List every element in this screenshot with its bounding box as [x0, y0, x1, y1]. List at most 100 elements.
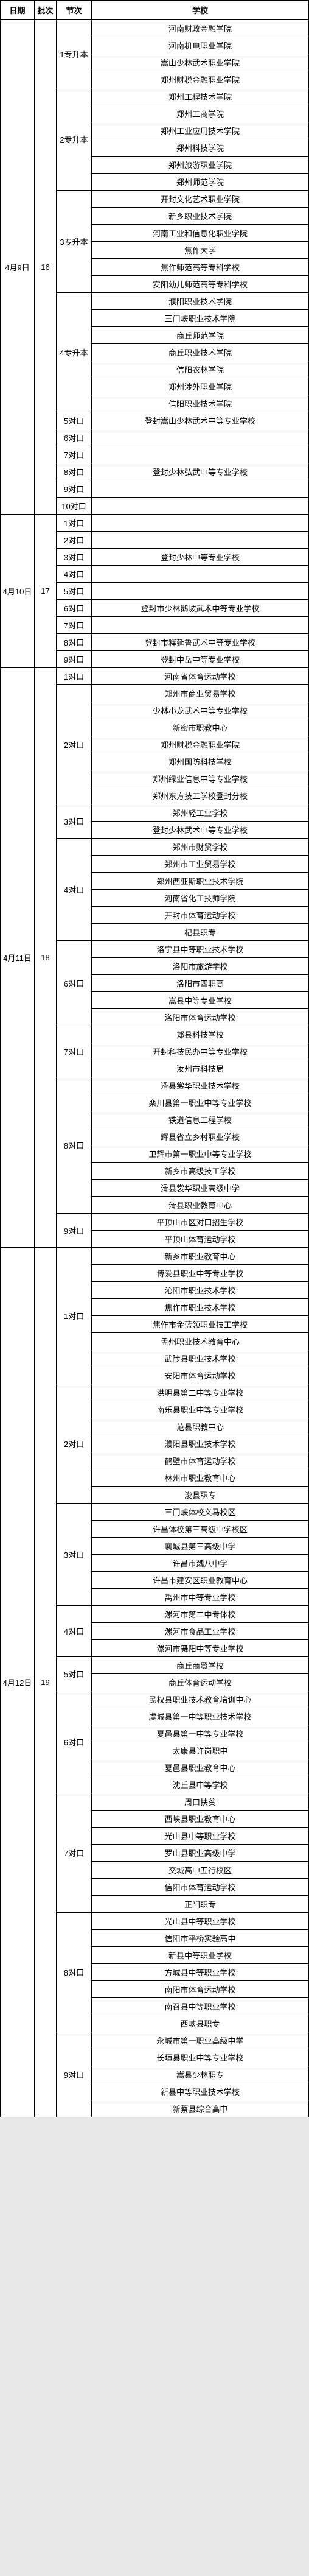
cell-school: 商丘职业技术学院 [92, 344, 309, 361]
cell-school: 平顶山体育运动学校 [92, 1231, 309, 1248]
cell-school [92, 583, 309, 600]
cell-session: 8对口 [57, 463, 92, 480]
cell-session: 8对口 [57, 1913, 92, 2032]
cell-school: 郑州工业应用技术学院 [92, 122, 309, 139]
cell-session: 7对口 [57, 1026, 92, 1077]
cell-session: 7对口 [57, 1793, 92, 1913]
cell-school: 登封少林弘武中等专业学校 [92, 463, 309, 480]
cell-session: 2对口 [57, 685, 92, 804]
cell-school: 郑州科技学院 [92, 139, 309, 157]
cell-school: 永城市第一职业高级中学 [92, 2032, 309, 2049]
cell-school: 周口扶贫 [92, 1793, 309, 1811]
cell-school: 浚县职专 [92, 1487, 309, 1504]
cell-school: 信阳市体育运动学校 [92, 1879, 309, 1896]
cell-session: 5对口 [57, 412, 92, 429]
cell-school: 郑州工程技术学院 [92, 88, 309, 105]
cell-session: 7对口 [57, 446, 92, 463]
cell-school: 开封市体育运动学校 [92, 907, 309, 924]
cell-school: 商丘体育运动学校 [92, 1674, 309, 1691]
cell-date: 4月10日 [1, 515, 35, 668]
cell-school: 博爱县职业中等专业学校 [92, 1265, 309, 1282]
cell-date: 4月9日 [1, 20, 35, 515]
table-row: 4月9日161专升本河南财政金融学院 [1, 20, 309, 37]
cell-session: 7对口 [57, 617, 92, 634]
cell-school: 郑州东方技工学校登封分校 [92, 787, 309, 804]
cell-school: 河南工业和信息化职业学院 [92, 225, 309, 242]
cell-school: 武陟县职业技术学校 [92, 1350, 309, 1367]
cell-school [92, 446, 309, 463]
cell-school: 洛阳市四职高 [92, 975, 309, 992]
cell-school: 辉县省立乡村职业学校 [92, 1128, 309, 1145]
cell-session: 6对口 [57, 941, 92, 1026]
cell-school: 方城县中等职业学校 [92, 1964, 309, 1981]
cell-school: 河南省体育运动学校 [92, 668, 309, 685]
cell-school: 滑县裳华职业技术学校 [92, 1077, 309, 1094]
cell-school: 新乡职业技术学院 [92, 208, 309, 225]
cell-school: 少林小龙武术中等专业学校 [92, 702, 309, 719]
cell-school: 许昌市魏八中学 [92, 1555, 309, 1572]
cell-school: 嵩县中等专业学校 [92, 992, 309, 1009]
cell-school: 南召县中等职业学校 [92, 1998, 309, 2015]
cell-school: 濮阳县职业技术学校 [92, 1435, 309, 1452]
cell-session: 1对口 [57, 668, 92, 685]
cell-school: 郑州师范学院 [92, 174, 309, 191]
cell-school: 洛阳市体育运动学校 [92, 1009, 309, 1026]
cell-school: 南阳市体育运动学校 [92, 1981, 309, 1998]
cell-school [92, 429, 309, 446]
cell-session: 4对口 [57, 839, 92, 941]
cell-session: 9对口 [57, 651, 92, 668]
cell-school: 焦作市职业技术学校 [92, 1299, 309, 1316]
cell-school: 信阳市平桥实验高中 [92, 1930, 309, 1947]
cell-school: 郑州西亚斯职业技术学院 [92, 873, 309, 890]
cell-school: 新县中等职业学校 [92, 1947, 309, 1964]
cell-session: 4对口 [57, 1606, 92, 1657]
cell-school: 罗山县职业高级中学 [92, 1845, 309, 1862]
cell-school: 郑州市财贸学校 [92, 839, 309, 856]
cell-school: 西峡县职专 [92, 2015, 309, 2032]
cell-school: 滑县裳华职业高级中学 [92, 1180, 309, 1197]
cell-school: 郏县科技学校 [92, 1026, 309, 1043]
header-school: 学校 [92, 1, 309, 20]
cell-school: 洛宁县中等职业技术学校 [92, 941, 309, 958]
header-batch: 批次 [35, 1, 57, 20]
cell-session: 3对口 [57, 804, 92, 839]
cell-school: 登封少林武术中等专业学校 [92, 822, 309, 839]
cell-school: 新密市职教中心 [92, 719, 309, 736]
cell-school: 登封嵩山少林武术中等专业学校 [92, 412, 309, 429]
cell-school: 郑州市工业贸易学校 [92, 856, 309, 873]
cell-school: 河南省化工技师学院 [92, 890, 309, 907]
cell-school: 信阳农林学院 [92, 361, 309, 378]
cell-school: 襄城县第三高级中学 [92, 1538, 309, 1555]
cell-school: 三门峡职业技术学院 [92, 310, 309, 327]
cell-date: 4月11日 [1, 668, 35, 1248]
cell-school: 沈丘县中等学校 [92, 1776, 309, 1793]
cell-school: 平顶山市区对口招生学校 [92, 1214, 309, 1231]
cell-school: 开封科技民办中等专业学校 [92, 1043, 309, 1060]
cell-school: 漯河市第二中专体校 [92, 1606, 309, 1623]
cell-school [92, 532, 309, 549]
header-row: 日期 批次 节次 学校 [1, 1, 309, 20]
cell-school [92, 498, 309, 515]
cell-school: 登封中岳中等专业学校 [92, 651, 309, 668]
cell-school: 南乐县职业中等专业学校 [92, 1401, 309, 1418]
cell-school: 郑州财税金融职业学院 [92, 736, 309, 753]
cell-school: 嵩山少林武术职业学院 [92, 54, 309, 71]
table-row: 4月11日181对口河南省体育运动学校 [1, 668, 309, 685]
cell-school [92, 566, 309, 583]
cell-session: 6对口 [57, 600, 92, 617]
cell-school: 濮阳职业技术学院 [92, 293, 309, 310]
cell-session: 2对口 [57, 1384, 92, 1504]
cell-school: 民权县职业技术教育培训中心 [92, 1691, 309, 1708]
cell-school: 焦作市金蓝领职业技工学校 [92, 1316, 309, 1333]
cell-school: 焦作大学 [92, 242, 309, 259]
cell-session: 2对口 [57, 532, 92, 549]
cell-school: 郑州旅游职业学院 [92, 157, 309, 174]
cell-school: 禹州市中等专业学校 [92, 1589, 309, 1606]
cell-session: 1对口 [57, 1248, 92, 1384]
cell-school: 漯河市舞阳中等专业学校 [92, 1640, 309, 1657]
cell-batch: 17 [35, 515, 57, 668]
cell-school: 虞城县第一中等职业技术学校 [92, 1708, 309, 1725]
table-row: 4月10日171对口 [1, 515, 309, 532]
cell-school: 夏邑县职业教育中心 [92, 1759, 309, 1776]
cell-session: 10对口 [57, 498, 92, 515]
